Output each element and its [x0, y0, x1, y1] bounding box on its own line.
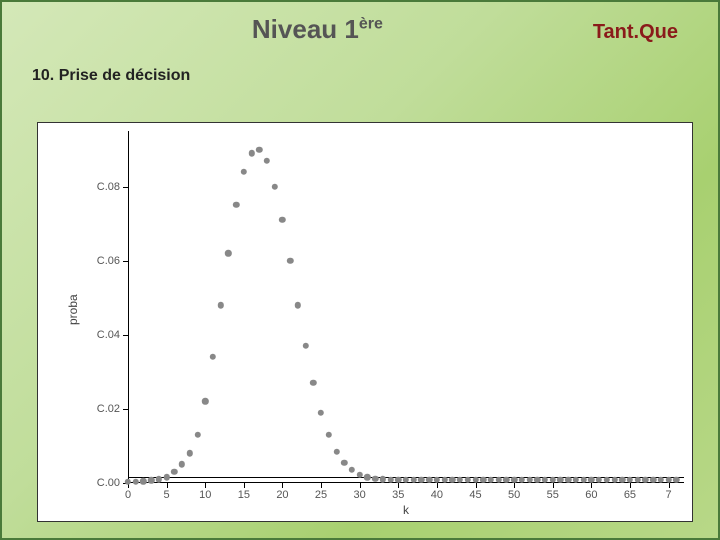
y-axis-label: proba — [66, 294, 80, 325]
x-tick-label: 35 — [392, 489, 404, 501]
y-tick-label: C.08 — [80, 181, 120, 193]
section-title: 10. Prise de décision — [2, 53, 718, 85]
data-point — [140, 478, 146, 484]
x-tick-label: 65 — [624, 489, 636, 501]
x-tick — [205, 483, 206, 488]
main-title-sup: ère — [359, 15, 383, 32]
chart-canvas: C.00 C.02 C.04 C.06 C.08 0 5 10 15 20 25 30 35 40 45 50… — [38, 123, 692, 521]
data-point — [133, 478, 139, 484]
x-tick-label: 55 — [547, 489, 559, 501]
x-tick-label: 50 — [508, 489, 520, 501]
probability-chart: C.00 C.02 C.04 C.06 C.08 0 5 10 15 20 25 30 35 40 45 50… — [37, 122, 693, 522]
x-tick — [591, 483, 592, 488]
x-tick-label: 30 — [354, 489, 366, 501]
x-tick — [321, 483, 322, 488]
x-tick — [437, 483, 438, 488]
y-tick-label: C.00 — [80, 477, 120, 489]
y-tick-label: C.02 — [80, 403, 120, 415]
data-point — [125, 479, 131, 485]
x-tick-label: 25 — [315, 489, 327, 501]
x-tick — [244, 483, 245, 488]
x-tick-label: 40 — [431, 489, 443, 501]
x-tick-label: 45 — [469, 489, 481, 501]
main-title-prefix: Niveau 1 — [252, 14, 359, 44]
plot-area — [128, 131, 684, 483]
x-tick — [167, 483, 168, 488]
x-tick — [630, 483, 631, 488]
y-tick — [123, 335, 128, 336]
slide-header: Niveau 1ère Tant.Que — [2, 2, 718, 53]
y-tick-label: C.04 — [80, 329, 120, 341]
x-tick-label: 20 — [276, 489, 288, 501]
x-tick — [669, 483, 670, 488]
x-tick — [398, 483, 399, 488]
x-tick-label: 60 — [585, 489, 597, 501]
x-tick — [360, 483, 361, 488]
x-tick — [514, 483, 515, 488]
x-tick — [553, 483, 554, 488]
y-tick — [123, 261, 128, 262]
x-tick-label: 10 — [199, 489, 211, 501]
x-tick-label: 5 — [164, 489, 170, 501]
main-title: Niveau 1ère — [42, 14, 593, 45]
y-tick-label: C.06 — [80, 255, 120, 267]
y-tick — [123, 409, 128, 410]
x-axis-label: k — [403, 503, 409, 517]
x-tick-label: 7 — [665, 489, 671, 501]
x-tick-label: 0 — [125, 489, 131, 501]
y-tick — [123, 187, 128, 188]
x-tick — [476, 483, 477, 488]
right-title: Tant.Que — [593, 21, 678, 44]
x-tick — [282, 483, 283, 488]
x-tick-label: 15 — [238, 489, 250, 501]
